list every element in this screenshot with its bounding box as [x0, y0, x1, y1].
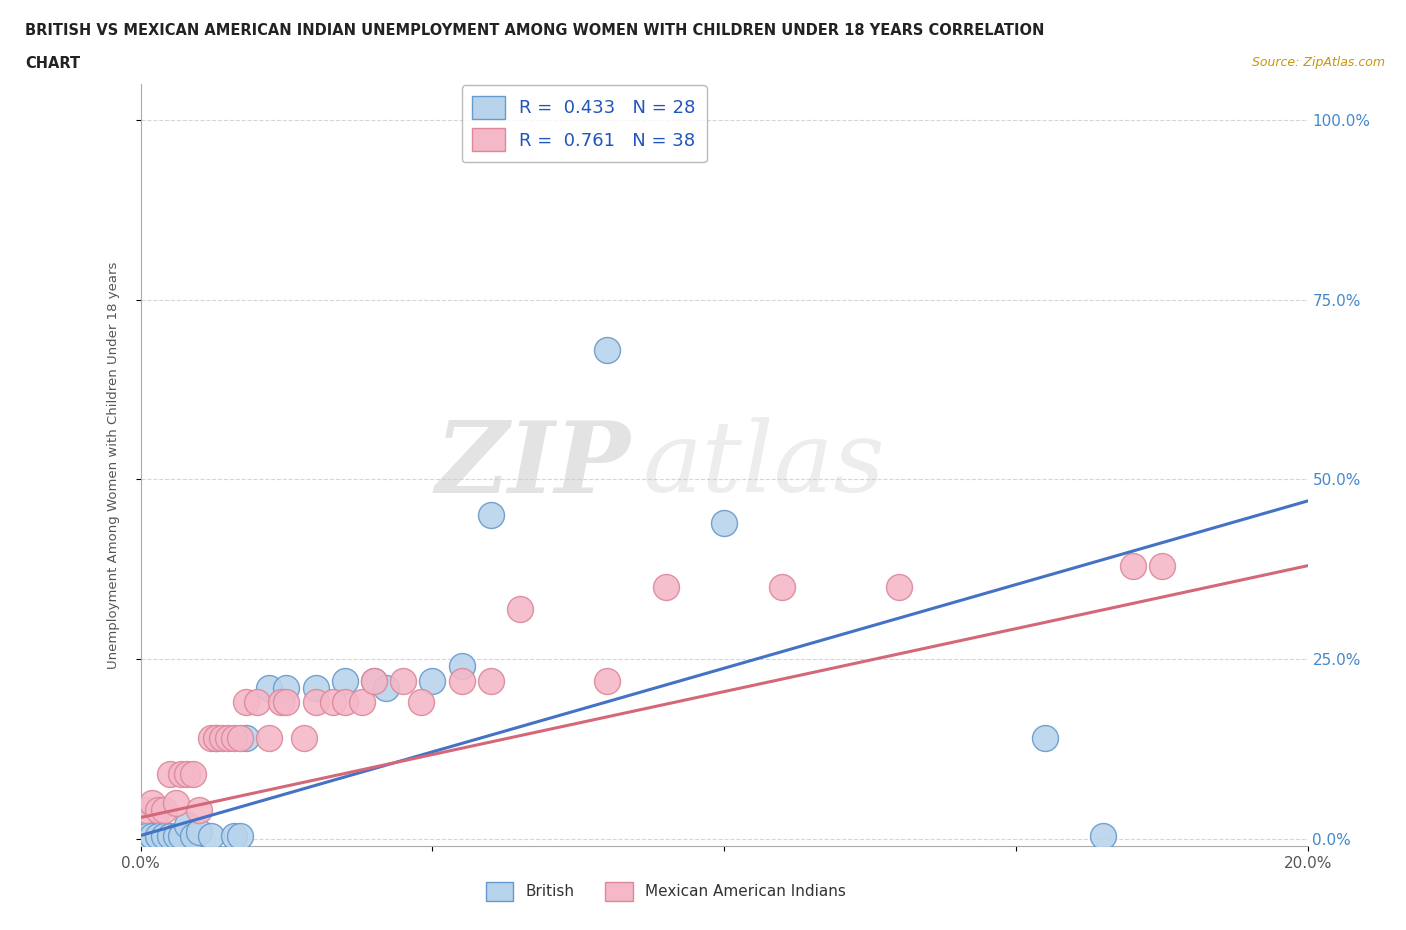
Point: [374, 681, 396, 696]
Point: [165, 796, 187, 811]
Point: [257, 681, 280, 696]
Point: [146, 828, 169, 843]
Point: [713, 515, 735, 530]
Point: [246, 695, 269, 710]
Point: [1033, 731, 1056, 746]
Point: [363, 673, 385, 688]
Point: [188, 803, 211, 817]
Point: [205, 731, 228, 746]
Point: [305, 695, 328, 710]
Point: [1092, 828, 1115, 843]
Point: [217, 731, 239, 746]
Y-axis label: Unemployment Among Women with Children Under 18 years: Unemployment Among Women with Children U…: [107, 261, 120, 669]
Point: [333, 673, 356, 688]
Point: [222, 828, 245, 843]
Text: BRITISH VS MEXICAN AMERICAN INDIAN UNEMPLOYMENT AMONG WOMEN WITH CHILDREN UNDER : BRITISH VS MEXICAN AMERICAN INDIAN UNEMP…: [25, 23, 1045, 38]
Point: [170, 767, 193, 782]
Point: [229, 828, 252, 843]
Point: [772, 580, 794, 595]
Point: [292, 731, 315, 746]
Point: [229, 731, 252, 746]
Text: CHART: CHART: [25, 56, 80, 71]
Point: [596, 673, 619, 688]
Point: [222, 731, 245, 746]
Point: [305, 681, 328, 696]
Point: [176, 767, 198, 782]
Point: [141, 796, 163, 811]
Point: [1150, 558, 1173, 573]
Point: [270, 695, 292, 710]
Point: [181, 828, 204, 843]
Point: [211, 731, 233, 746]
Point: [176, 817, 198, 832]
Point: [135, 828, 157, 843]
Point: [889, 580, 911, 595]
Point: [276, 681, 298, 696]
Point: [392, 673, 415, 688]
Point: [235, 695, 257, 710]
Point: [181, 767, 204, 782]
Point: [596, 342, 619, 357]
Point: [170, 828, 193, 843]
Point: [205, 731, 228, 746]
Point: [450, 659, 472, 674]
Point: [235, 731, 257, 746]
Point: [159, 828, 181, 843]
Point: [352, 695, 374, 710]
Legend: British, Mexican American Indians: British, Mexican American Indians: [479, 875, 852, 908]
Text: ZIP: ZIP: [436, 417, 631, 513]
Point: [276, 695, 298, 710]
Point: [479, 673, 502, 688]
Point: [146, 803, 169, 817]
Text: Source: ZipAtlas.com: Source: ZipAtlas.com: [1251, 56, 1385, 69]
Point: [135, 803, 157, 817]
Point: [200, 731, 222, 746]
Point: [141, 828, 163, 843]
Point: [409, 695, 432, 710]
Point: [422, 673, 444, 688]
Point: [188, 825, 211, 840]
Point: [153, 803, 176, 817]
Point: [200, 828, 222, 843]
Point: [450, 673, 472, 688]
Point: [159, 767, 181, 782]
Point: [322, 695, 344, 710]
Point: [165, 828, 187, 843]
Point: [655, 580, 678, 595]
Point: [257, 731, 280, 746]
Point: [1122, 558, 1144, 573]
Point: [333, 695, 356, 710]
Text: atlas: atlas: [643, 418, 886, 512]
Point: [509, 602, 531, 617]
Point: [363, 673, 385, 688]
Point: [153, 828, 176, 843]
Point: [479, 508, 502, 523]
